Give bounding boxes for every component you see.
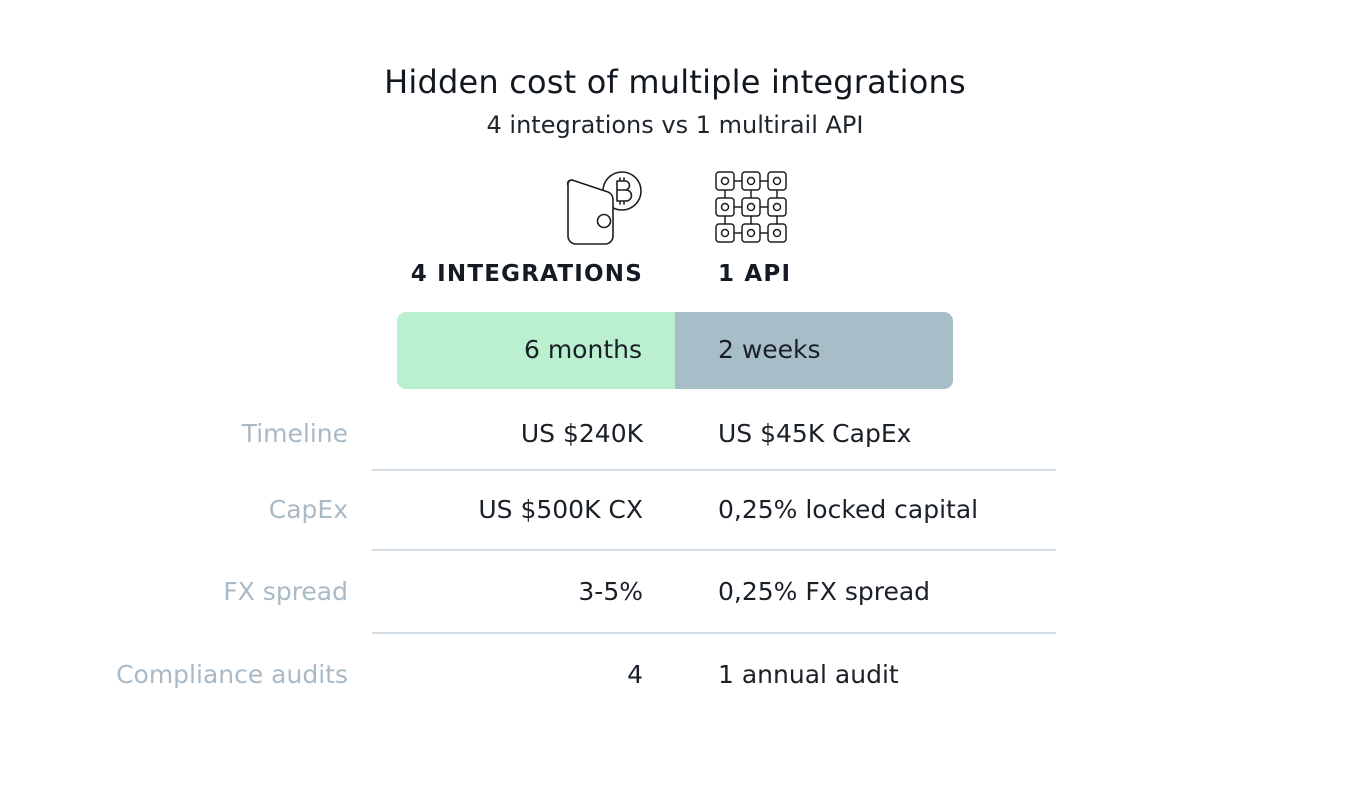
timeline-comparison-bar: 6 months 2 weeks	[397, 312, 953, 389]
row-label: CapEx	[268, 495, 348, 524]
row-label: FX spread	[223, 577, 348, 606]
timebar-segment-integrations: 6 months	[397, 312, 675, 389]
row-label: Compliance audits	[116, 660, 348, 689]
timebar-label-integrations: 6 months	[523, 335, 642, 364]
row-value-api: 0,25% locked capital	[718, 495, 979, 524]
page-title: Hidden cost of multiple integrations	[384, 63, 966, 101]
comparison-row: FX spread 3-5% 0,25% FX spread	[0, 574, 1350, 614]
api-grid-icon	[715, 171, 787, 243]
comparison-row: Timeline US $240K US $45K CapEx	[0, 416, 1350, 456]
column-heading-api: 1 API	[718, 261, 792, 287]
page-subtitle: 4 integrations vs 1 multirail API	[486, 111, 864, 139]
row-value-integrations: US $500K CX	[478, 495, 643, 524]
row-label: Timeline	[241, 419, 348, 448]
bitcoin-wallet-icon	[566, 171, 642, 245]
column-heading-integrations: 4 INTEGRATIONS	[410, 261, 643, 287]
timebar-segment-api: 2 weeks	[675, 312, 953, 389]
row-value-integrations: 3-5%	[578, 577, 643, 606]
row-divider	[372, 632, 1056, 634]
row-value-integrations: 4	[627, 660, 643, 689]
row-value-integrations: US $240K	[520, 419, 643, 448]
row-divider	[372, 549, 1056, 551]
comparison-row: CapEx US $500K CX 0,25% locked capital	[0, 492, 1350, 532]
timebar-label-api: 2 weeks	[718, 335, 821, 364]
row-value-api: US $45K CapEx	[718, 419, 912, 448]
row-divider	[372, 469, 1056, 471]
row-value-api: 1 annual audit	[718, 660, 899, 689]
comparison-row: Compliance audits 4 1 annual audit	[0, 657, 1350, 697]
row-value-api: 0,25% FX spread	[718, 577, 931, 606]
